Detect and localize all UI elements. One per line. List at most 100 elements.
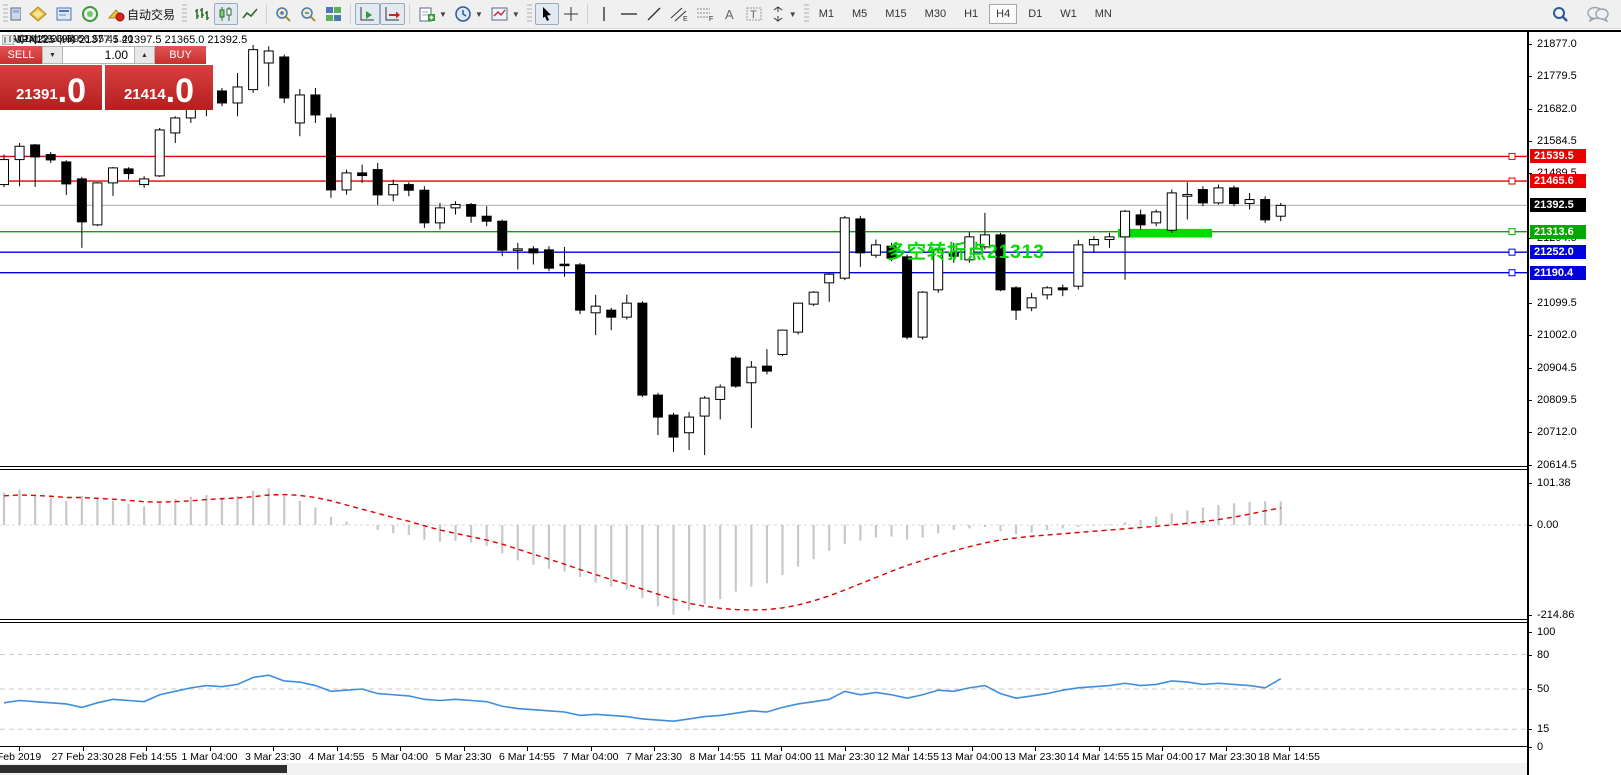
candle-body [1166,192,1177,231]
level-endpoint-marker[interactable] [1508,152,1516,160]
candle-body [855,218,866,254]
text-icon[interactable]: A [718,3,742,25]
bid-frac: .0 [57,72,87,110]
navigator-icon[interactable] [77,3,103,25]
timeframe-mn[interactable]: MN [1094,8,1112,20]
time-tick [781,747,782,751]
text-label-icon[interactable]: T [742,3,766,25]
time-tick [1225,747,1227,751]
tile-windows-icon[interactable] [321,3,346,25]
candle-body [1104,236,1115,241]
time-label: 15 Mar 04:00 [1131,751,1193,763]
timeframe-d1[interactable]: D1 [1028,8,1043,20]
zoom-in-icon[interactable] [271,3,296,25]
main-chart-panel[interactable] [0,33,1527,466]
level-endpoint-marker[interactable] [1508,228,1516,236]
panel-separator[interactable] [0,469,1621,470]
candle-body [964,236,975,261]
terminal-icon[interactable] [1,3,25,25]
timeframe-m30[interactable]: M30 [924,8,947,20]
vertical-line-icon[interactable] [592,3,616,25]
time-label: 6 Mar 14:55 [498,751,556,763]
price-level-badge: 21465.6 [1530,174,1586,189]
toolbar-grip [803,4,809,24]
macd-panel[interactable] [0,470,1527,619]
candle-body [279,56,290,99]
time-label: 5 Mar 23:30 [435,751,492,763]
candle-body [107,167,118,184]
new-chart-button[interactable]: ▼ [414,3,451,25]
panel-separator[interactable] [0,622,1621,623]
panel-separator[interactable] [0,619,1621,620]
price-axis-pane[interactable]: 21877.021779.521682.021584.521489.521294… [1527,32,1621,775]
trendline-icon[interactable] [642,3,666,25]
price-axis-label: 20904.5 [1537,361,1577,374]
candle-body [341,172,352,191]
timeframe-m1[interactable]: M1 [818,8,834,20]
candle-body [1260,199,1271,221]
fibonacci-icon[interactable]: F [692,3,718,25]
price-level-badge: 21313.6 [1530,224,1586,239]
time-label: 5 Mar 04:00 [371,751,429,763]
candle-body [372,169,383,196]
panel-separator[interactable] [0,466,1621,467]
time-tick [1098,747,1100,751]
chart-shift-icon[interactable] [380,3,406,25]
zoom-out-icon[interactable] [296,3,321,25]
level-endpoint-marker[interactable] [1508,248,1516,256]
horizontal-line-icon[interactable] [616,3,642,25]
candle-body [154,129,165,177]
volume-decrease-button[interactable]: ▼ [42,46,63,64]
candle-body [294,94,305,124]
rsi-panel[interactable] [0,623,1527,746]
bar-chart-icon[interactable] [190,3,214,25]
time-tick [1289,747,1290,751]
arrows-button[interactable]: ▼ [766,3,801,25]
timeframe-w1[interactable]: W1 [1060,8,1077,20]
toolbar: 自动交易 ▼ [0,0,1621,29]
scrollbar-thumb[interactable] [0,765,287,773]
autotrading-button[interactable]: 自动交易 [103,3,179,25]
timeframe-h1[interactable]: H1 [964,8,979,20]
time-axis: Feb 2019 27 Feb 23:30 28 Feb 14:55 1 Mar 04… [0,746,1527,763]
svg-text:E: E [683,16,688,22]
timeframe-m15[interactable]: M15 [885,8,907,20]
volume-increase-button[interactable]: ▲ [134,46,155,64]
level-endpoint-marker[interactable] [1508,177,1516,185]
auto-scroll-icon[interactable] [355,3,381,25]
templates-button[interactable]: ▼ [487,3,524,25]
bid-price-button[interactable]: 21391.0 [0,65,102,110]
candle-body [30,144,41,158]
timeframe-h4[interactable]: H4 [989,4,1018,24]
timeframe-m5[interactable]: M5 [851,8,868,20]
candlestick-chart-icon[interactable] [214,3,239,25]
line-chart-icon[interactable] [238,3,262,25]
svg-text:T: T [750,9,757,21]
time-tick [463,747,465,751]
new-order-button[interactable] [25,3,51,25]
time-tick [146,747,147,751]
chat-icon[interactable] [1583,3,1613,25]
candle-body [76,178,87,223]
price-axis-label: 21779.5 [1537,70,1577,83]
equidistant-channel-icon[interactable]: E [666,3,692,25]
time-tick [209,747,211,751]
sell-button[interactable]: SELL [0,46,42,64]
periods-button[interactable]: ▼ [451,3,487,25]
time-label: 8 Mar 14:55 [689,751,746,763]
ask-price-button[interactable]: 21414.0 [105,65,213,110]
price-axis-label: 20809.5 [1537,393,1577,406]
candle-body [777,329,788,355]
volume-input[interactable]: 1.00 [63,46,134,64]
buy-button[interactable]: BUY [155,46,206,64]
cursor-icon[interactable] [534,3,559,25]
time-tick [273,747,274,751]
candle-body [1011,287,1022,311]
level-endpoint-marker[interactable] [1508,269,1516,277]
crosshair-icon[interactable] [559,3,583,25]
search-icon[interactable] [1547,3,1573,25]
candle-body [481,215,492,222]
horizontal-scrollbar[interactable] [0,763,1527,775]
market-watch-icon[interactable] [51,3,77,25]
